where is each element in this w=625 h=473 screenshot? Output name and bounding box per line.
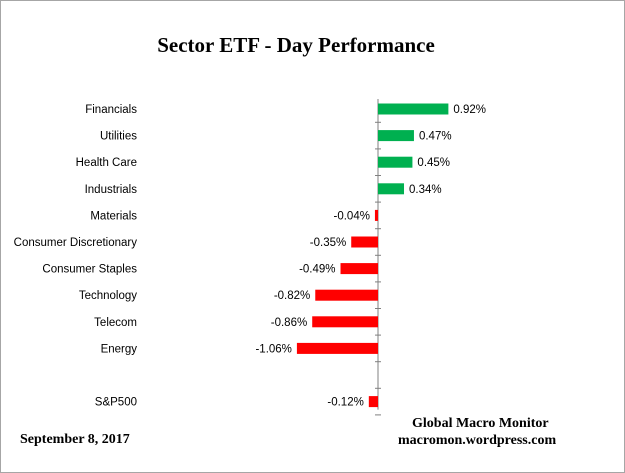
data-label: -0.04% bbox=[334, 210, 370, 222]
bar bbox=[351, 236, 378, 248]
category-label: Utilities bbox=[100, 131, 137, 143]
category-label: Consumer Staples bbox=[42, 264, 137, 276]
data-label: -0.82% bbox=[274, 290, 310, 302]
category-label: Consumer Discretionary bbox=[14, 237, 138, 249]
data-label: -0.12% bbox=[327, 397, 363, 409]
category-label: Health Care bbox=[76, 157, 137, 169]
data-label: -1.06% bbox=[255, 343, 291, 355]
data-label: 0.92% bbox=[453, 104, 486, 116]
bar bbox=[374, 209, 378, 221]
bar bbox=[378, 103, 449, 115]
category-label: Technology bbox=[79, 290, 137, 302]
source-name: Global Macro Monitor bbox=[412, 416, 549, 431]
chart-date: September 8, 2017 bbox=[20, 432, 130, 447]
bar bbox=[378, 130, 414, 142]
bar bbox=[315, 289, 378, 301]
category-label: Financials bbox=[85, 104, 137, 116]
data-label: 0.47% bbox=[419, 131, 452, 143]
chart-title: Sector ETF - Day Performance bbox=[157, 33, 435, 57]
data-label: -0.86% bbox=[271, 317, 307, 329]
plot-area: Financials 0.92% Utilities 0.47% Health Care… bbox=[14, 99, 486, 416]
category-label: Telecom bbox=[94, 317, 137, 329]
category-label: S&P500 bbox=[95, 397, 137, 409]
bar bbox=[312, 316, 378, 328]
bar bbox=[378, 183, 405, 195]
category-label: Industrials bbox=[85, 184, 138, 196]
bar bbox=[296, 342, 378, 354]
data-label: 0.45% bbox=[417, 157, 450, 169]
category-label: Materials bbox=[90, 210, 137, 222]
category-label: Energy bbox=[101, 343, 138, 355]
bar bbox=[368, 396, 378, 408]
bar bbox=[378, 156, 413, 168]
data-label: 0.34% bbox=[409, 184, 442, 196]
data-label: -0.49% bbox=[299, 264, 335, 276]
data-label: -0.35% bbox=[310, 237, 346, 249]
source-url: macromon.wordpress.com bbox=[398, 433, 557, 448]
bar bbox=[340, 263, 378, 275]
